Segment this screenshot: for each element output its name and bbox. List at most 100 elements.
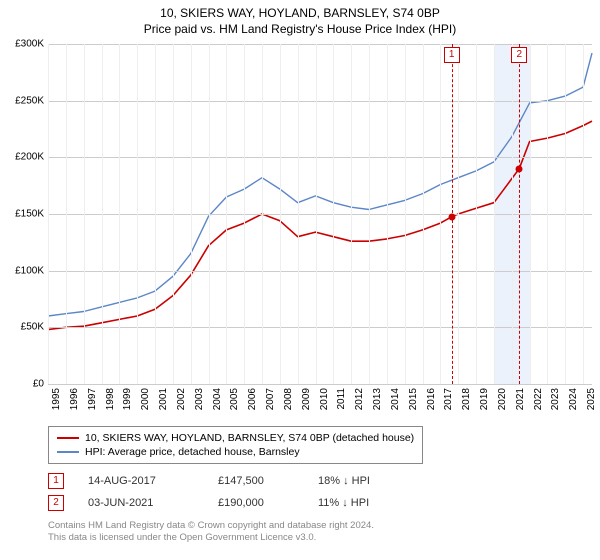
x-axis-label: 2011 bbox=[336, 388, 347, 410]
x-axis-label: 1999 bbox=[122, 388, 133, 410]
gridline-h bbox=[48, 384, 592, 385]
table-row: 1 14-AUG-2017 £147,500 18% ↓ HPI bbox=[48, 470, 418, 492]
gridline-v bbox=[369, 44, 370, 384]
gridline-v bbox=[298, 44, 299, 384]
gridline-h bbox=[48, 44, 592, 45]
gridline-h bbox=[48, 327, 592, 328]
gridline-h bbox=[48, 214, 592, 215]
legend: 10, SKIERS WAY, HOYLAND, BARNSLEY, S74 0… bbox=[48, 426, 423, 464]
gridline-v bbox=[565, 44, 566, 384]
gridline-v bbox=[262, 44, 263, 384]
marker-dot bbox=[448, 213, 455, 220]
gridline-v bbox=[209, 44, 210, 384]
sale-vs-hpi: 11% ↓ HPI bbox=[318, 497, 418, 509]
x-axis-label: 2019 bbox=[479, 388, 490, 410]
x-axis-label: 2017 bbox=[443, 388, 454, 410]
x-axis-label: 2020 bbox=[497, 388, 508, 410]
marker-line bbox=[519, 44, 520, 384]
x-axis-label: 2012 bbox=[354, 388, 365, 410]
x-axis-label: 1998 bbox=[105, 388, 116, 410]
sale-marker-badge: 2 bbox=[48, 495, 64, 511]
x-axis-label: 1997 bbox=[87, 388, 98, 410]
sale-date: 03-JUN-2021 bbox=[88, 497, 218, 509]
gridline-v bbox=[48, 44, 49, 384]
gridline-v bbox=[423, 44, 424, 384]
gridline-v bbox=[102, 44, 103, 384]
y-axis-label: £0 bbox=[2, 379, 44, 390]
plot-region: £0£50K£100K£150K£200K£250K£300K199519961… bbox=[48, 44, 592, 384]
y-axis-label: £300K bbox=[2, 39, 44, 50]
x-axis-label: 2000 bbox=[140, 388, 151, 410]
footer-attribution: Contains HM Land Registry data © Crown c… bbox=[48, 520, 374, 545]
legend-label: 10, SKIERS WAY, HOYLAND, BARNSLEY, S74 0… bbox=[85, 432, 414, 444]
gridline-v bbox=[530, 44, 531, 384]
x-axis-label: 2009 bbox=[301, 388, 312, 410]
x-axis-label: 2004 bbox=[212, 388, 223, 410]
gridline-h bbox=[48, 271, 592, 272]
gridline-v bbox=[440, 44, 441, 384]
marker-dot bbox=[516, 165, 523, 172]
footer-line: Contains HM Land Registry data © Crown c… bbox=[48, 520, 374, 532]
x-axis-label: 2008 bbox=[283, 388, 294, 410]
x-axis-label: 2003 bbox=[194, 388, 205, 410]
y-axis-label: £50K bbox=[2, 322, 44, 333]
gridline-h bbox=[48, 101, 592, 102]
marker-badge: 1 bbox=[444, 47, 460, 63]
x-axis-label: 2018 bbox=[461, 388, 472, 410]
legend-swatch bbox=[57, 451, 79, 453]
gridline-v bbox=[244, 44, 245, 384]
gridline-v bbox=[84, 44, 85, 384]
x-axis-label: 2015 bbox=[408, 388, 419, 410]
series-line bbox=[48, 53, 592, 316]
y-axis-label: £150K bbox=[2, 209, 44, 220]
gridline-v bbox=[494, 44, 495, 384]
chart-container: 10, SKIERS WAY, HOYLAND, BARNSLEY, S74 0… bbox=[0, 0, 600, 560]
x-axis-label: 2002 bbox=[176, 388, 187, 410]
y-axis-label: £100K bbox=[2, 265, 44, 276]
gridline-v bbox=[333, 44, 334, 384]
sale-marker-badge: 1 bbox=[48, 473, 64, 489]
x-axis-label: 2006 bbox=[247, 388, 258, 410]
table-row: 2 03-JUN-2021 £190,000 11% ↓ HPI bbox=[48, 492, 418, 514]
legend-swatch bbox=[57, 437, 79, 439]
gridline-v bbox=[476, 44, 477, 384]
marker-badge: 2 bbox=[511, 47, 527, 63]
x-axis-label: 2001 bbox=[158, 388, 169, 410]
legend-item: HPI: Average price, detached house, Barn… bbox=[57, 445, 414, 459]
gridline-v bbox=[119, 44, 120, 384]
gridline-v bbox=[280, 44, 281, 384]
x-axis-label: 2013 bbox=[372, 388, 383, 410]
gridline-v bbox=[387, 44, 388, 384]
gridline-v bbox=[137, 44, 138, 384]
x-axis-label: 2007 bbox=[265, 388, 276, 410]
x-axis-label: 2022 bbox=[533, 388, 544, 410]
x-axis-label: 1995 bbox=[51, 388, 62, 410]
gridline-v bbox=[66, 44, 67, 384]
chart-area: £0£50K£100K£150K£200K£250K£300K199519961… bbox=[48, 44, 592, 384]
gridline-v bbox=[405, 44, 406, 384]
gridline-v bbox=[191, 44, 192, 384]
x-axis-label: 2025 bbox=[586, 388, 597, 410]
chart-title: 10, SKIERS WAY, HOYLAND, BARNSLEY, S74 0… bbox=[0, 0, 600, 20]
sale-price: £147,500 bbox=[218, 475, 318, 487]
gridline-v bbox=[583, 44, 584, 384]
sales-table: 1 14-AUG-2017 £147,500 18% ↓ HPI 2 03-JU… bbox=[48, 470, 418, 514]
gridline-v bbox=[458, 44, 459, 384]
sale-price: £190,000 bbox=[218, 497, 318, 509]
y-axis-label: £250K bbox=[2, 95, 44, 106]
legend-label: HPI: Average price, detached house, Barn… bbox=[85, 446, 300, 458]
x-axis-label: 1996 bbox=[69, 388, 80, 410]
y-axis-label: £200K bbox=[2, 152, 44, 163]
legend-item: 10, SKIERS WAY, HOYLAND, BARNSLEY, S74 0… bbox=[57, 431, 414, 445]
sale-date: 14-AUG-2017 bbox=[88, 475, 218, 487]
x-axis-label: 2010 bbox=[319, 388, 330, 410]
x-axis-label: 2023 bbox=[550, 388, 561, 410]
series-line bbox=[48, 121, 592, 330]
gridline-v bbox=[351, 44, 352, 384]
chart-subtitle: Price paid vs. HM Land Registry's House … bbox=[0, 20, 600, 36]
sale-vs-hpi: 18% ↓ HPI bbox=[318, 475, 418, 487]
gridline-v bbox=[316, 44, 317, 384]
gridline-v bbox=[226, 44, 227, 384]
x-axis-label: 2016 bbox=[426, 388, 437, 410]
gridline-v bbox=[547, 44, 548, 384]
